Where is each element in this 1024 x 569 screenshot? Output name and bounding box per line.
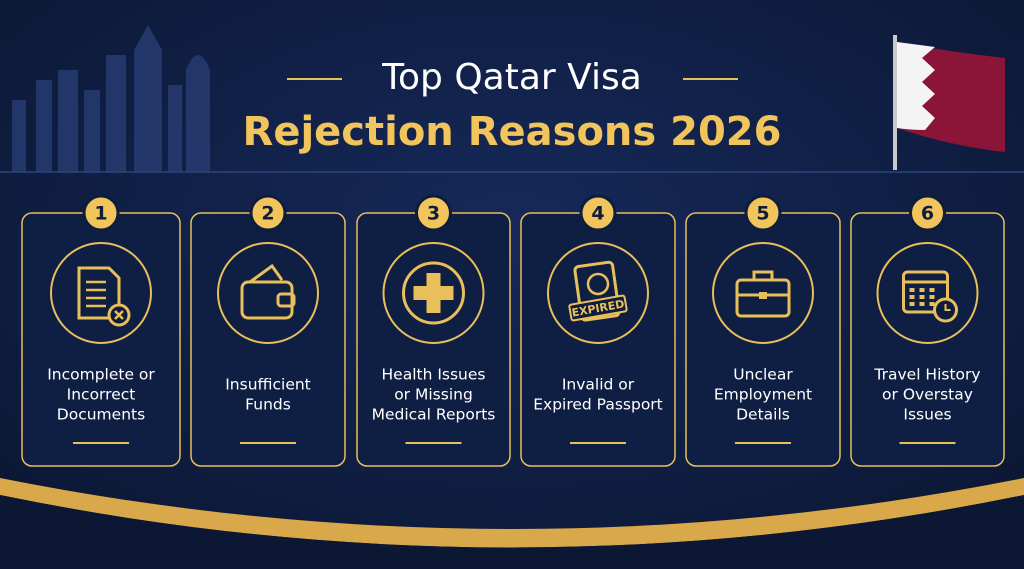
number-badge: [415, 194, 452, 232]
card-frame: [520, 212, 676, 467]
icon: [909, 295, 915, 299]
icon: [568, 294, 628, 322]
card-label: Employment: [714, 386, 812, 404]
card: 2 Insufficient Funds: [190, 194, 346, 467]
card-number: 3: [427, 203, 440, 225]
card-label: Issues: [903, 406, 951, 424]
number-badge: [82, 194, 120, 232]
icon: [586, 272, 610, 296]
icon: [114, 310, 124, 320]
icon: [909, 302, 915, 306]
card-label: Invalid or: [562, 376, 635, 394]
card-label: Documents: [57, 406, 145, 424]
swoosh: [0, 478, 1024, 548]
icon: [759, 292, 767, 299]
number-badge: [744, 194, 782, 232]
number-badge: [909, 194, 946, 232]
title: Rejection Reasons 2026: [243, 109, 782, 155]
card-label: Expired Passport: [533, 396, 663, 414]
icon: [929, 302, 935, 306]
number-badge: [249, 194, 287, 232]
icon: [919, 288, 925, 292]
icon-ring: [50, 242, 152, 344]
card-label: Details: [736, 406, 790, 424]
icon: [413, 273, 454, 313]
card-number: 6: [921, 203, 934, 225]
card-label: Incomplete or: [47, 366, 155, 384]
icon: [276, 292, 296, 308]
icon: [944, 304, 951, 311]
card: 6 Travel History or Overstay Issues: [850, 194, 1005, 467]
card-label: Funds: [245, 396, 291, 414]
icon-ring: [547, 242, 649, 344]
card-frame: [850, 212, 1005, 467]
title: Top Qatar Visa: [381, 57, 642, 98]
card: 3 Health Issues or Missing Medical Reports: [356, 194, 511, 467]
icon: [249, 263, 284, 284]
flag: [893, 35, 1005, 170]
icon-ring: [712, 242, 814, 344]
icon: [573, 260, 621, 322]
card-number: 5: [756, 203, 769, 225]
card-label: or Overstay: [882, 386, 973, 404]
icon: [929, 288, 935, 292]
icon-ring: [876, 242, 979, 344]
number-badge: [579, 194, 617, 232]
card-frame: [356, 212, 511, 467]
card-frame: [685, 212, 841, 467]
card-frame: [21, 212, 181, 467]
card-label: or Missing: [394, 386, 473, 404]
card-number: 4: [591, 203, 604, 225]
swoosh-fill: [0, 495, 1024, 569]
card-label: Unclear: [733, 366, 793, 384]
card: 5 Unclear Employment Details: [685, 194, 841, 467]
icon-ring: [382, 242, 485, 344]
icon: [77, 266, 121, 320]
skyline: [12, 25, 210, 172]
card-number: 1: [94, 203, 107, 225]
card-label: Medical Reports: [372, 406, 496, 424]
icon: [929, 295, 935, 299]
icon: [919, 302, 925, 306]
card-label: Travel History: [873, 366, 980, 384]
icon: [902, 270, 949, 314]
icon: [735, 278, 791, 318]
card-label: Incorrect: [67, 386, 136, 404]
card-label: Insufficient: [225, 376, 311, 394]
icon: [402, 261, 465, 325]
icon-ring: [217, 242, 319, 344]
card-label: Health Issues: [382, 366, 486, 384]
cards: 1 Incomplete or Incorrect Documents 2 Insuffi…: [21, 194, 1005, 467]
icon: [919, 295, 925, 299]
card-number: 2: [261, 203, 274, 225]
icon: [909, 288, 915, 292]
icon: [240, 280, 294, 320]
card-frame: [190, 212, 346, 467]
card: 1 Incomplete or Incorrect Documents: [21, 194, 181, 467]
